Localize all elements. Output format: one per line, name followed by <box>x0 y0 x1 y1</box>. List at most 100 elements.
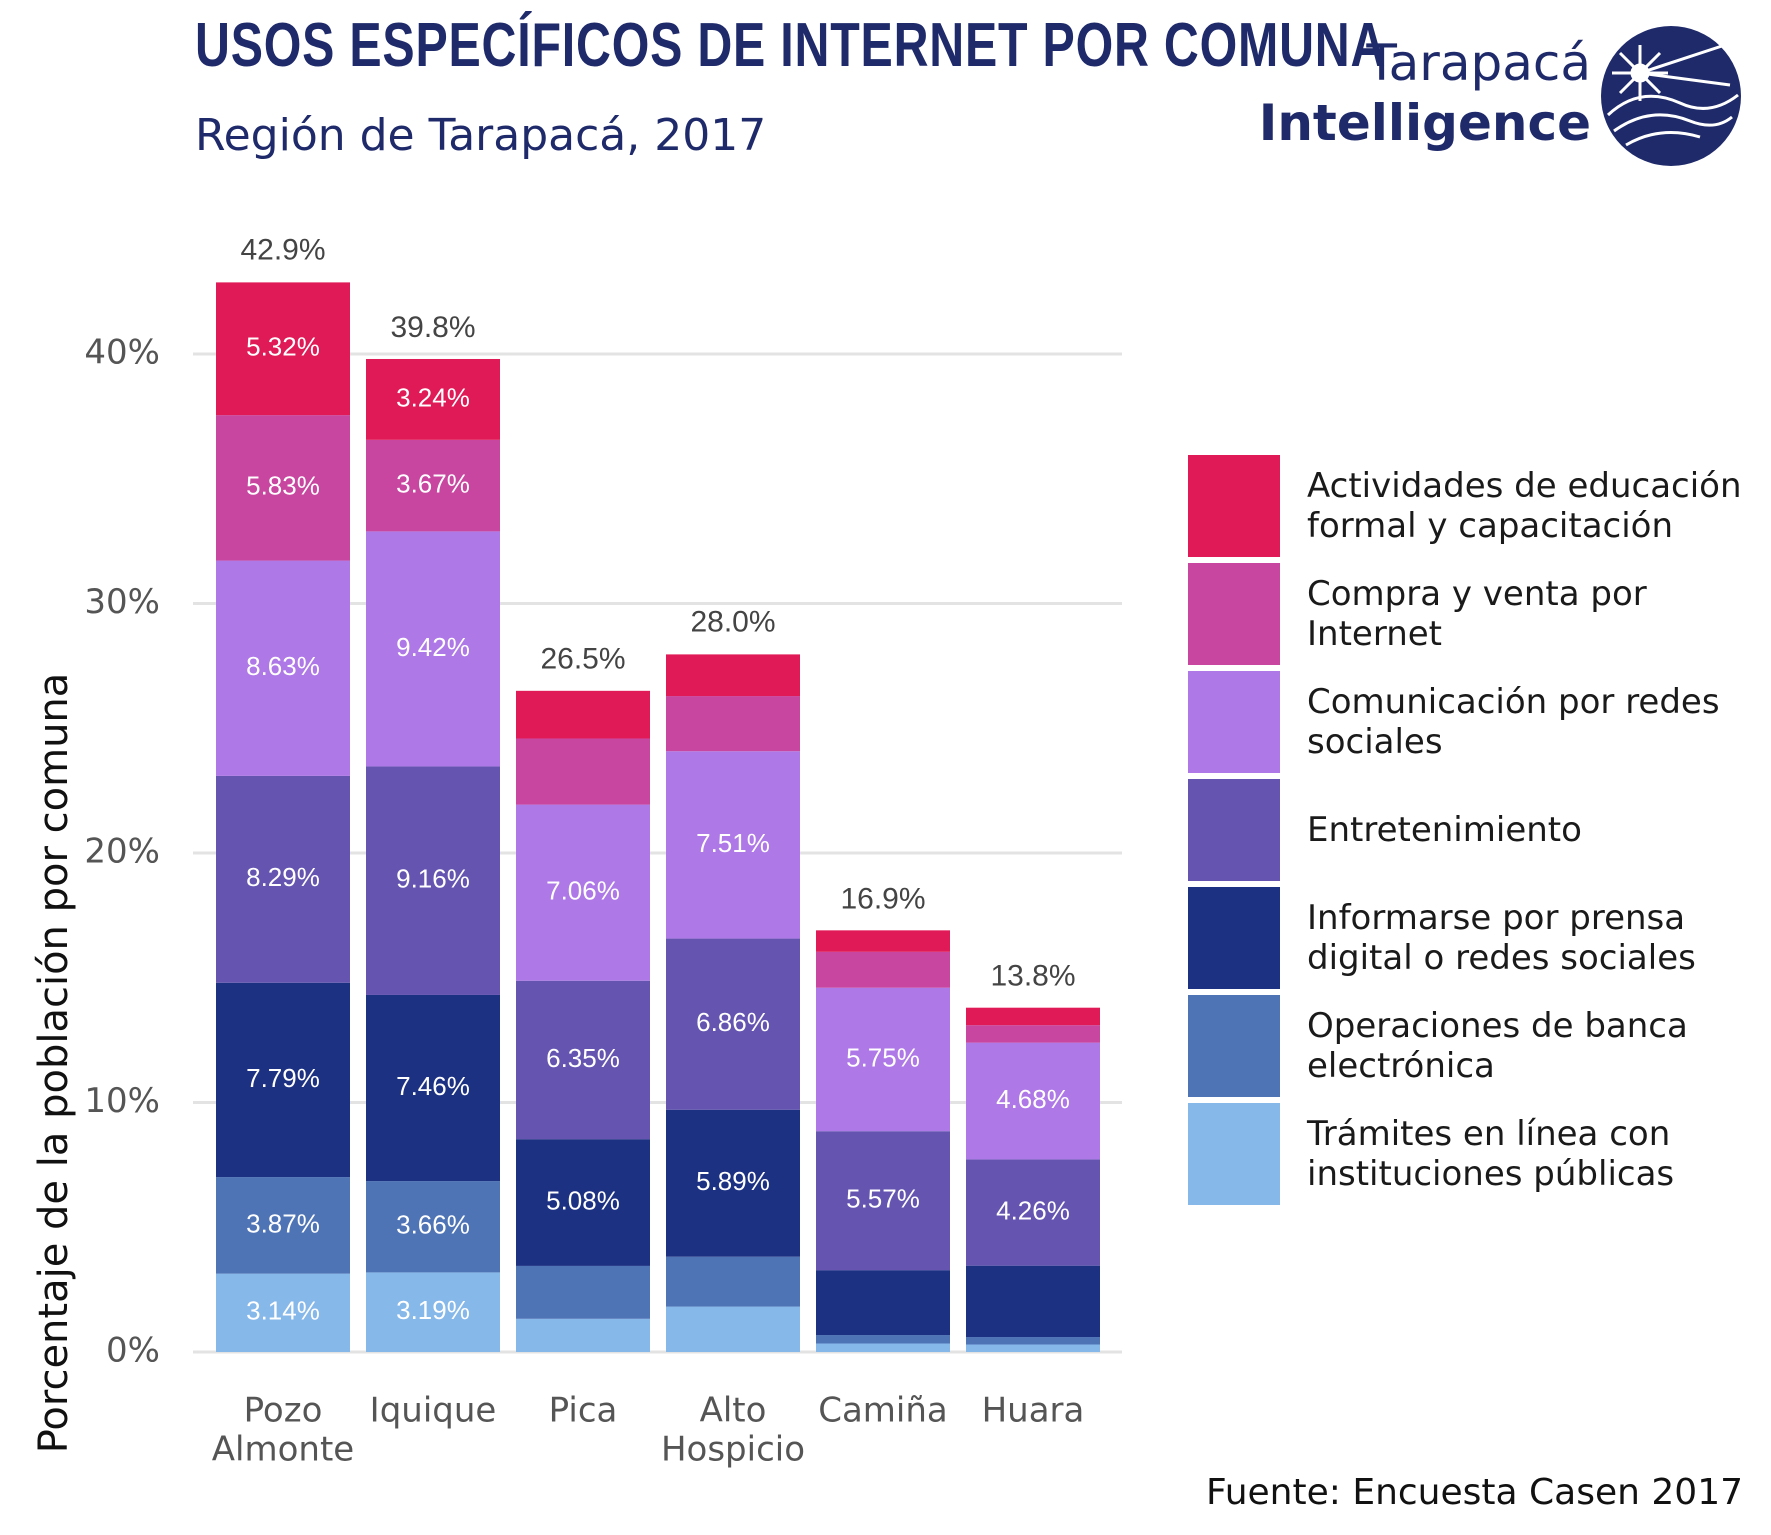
x-tick-label: Pica <box>549 1391 618 1431</box>
bar-segment <box>366 439 500 532</box>
legend-label: Actividades de educación formal y capacit… <box>1307 466 1747 546</box>
data-label: 7.46% <box>396 1071 470 1101</box>
bar-segment <box>816 930 950 952</box>
legend-label-line: digital o redes sociales <box>1307 938 1696 978</box>
bar-segment <box>516 980 650 1140</box>
bar-segment <box>816 1343 950 1352</box>
legend-label-line: electrónica <box>1307 1046 1495 1086</box>
legend-swatch <box>1188 1103 1280 1205</box>
legend-item: Compra y venta por Internet <box>1188 560 1758 668</box>
legend-label: Entretenimiento <box>1307 810 1747 850</box>
data-label: 4.68% <box>996 1084 1070 1114</box>
brand-line-1: Tarapacá <box>1366 34 1591 92</box>
bar-segment <box>816 1131 950 1271</box>
data-label: 3.14% <box>246 1296 320 1326</box>
total-label: 16.9% <box>840 882 925 915</box>
bar-segment <box>366 994 500 1182</box>
legend-label-line: Trámites en línea con <box>1307 1114 1671 1154</box>
y-tick-label: 10% <box>84 1081 160 1121</box>
compass-globe-icon <box>1601 26 1741 166</box>
data-label: 3.66% <box>396 1210 470 1240</box>
x-tick-label: Almonte <box>212 1430 354 1470</box>
bar-segment <box>516 1139 650 1266</box>
y-tick-label: 40% <box>84 333 160 373</box>
data-label: 9.16% <box>396 864 470 894</box>
legend-swatch <box>1188 455 1280 557</box>
bar-segment <box>516 1318 650 1352</box>
bar-segment <box>216 282 350 416</box>
x-tick-label: Camiña <box>818 1391 948 1431</box>
legend-label: Operaciones de banca electrónica <box>1307 1006 1747 1086</box>
legend-swatch <box>1188 563 1280 665</box>
data-label: 3.67% <box>396 468 470 498</box>
x-tick-label: Alto <box>700 1391 767 1431</box>
legend-swatch <box>1188 671 1280 773</box>
bar-segment <box>966 1344 1100 1352</box>
x-tick-label: Pozo <box>244 1391 323 1431</box>
bar-segment <box>366 531 500 767</box>
legend-swatch <box>1188 887 1280 989</box>
y-tick-label: 0% <box>106 1331 160 1371</box>
legend-item: Entretenimiento <box>1188 776 1758 884</box>
total-label: 13.8% <box>990 960 1075 993</box>
bar-segment <box>216 1177 350 1274</box>
bar-segment <box>816 1335 950 1344</box>
brand-wordmark: Tarapacá Intelligence <box>1259 32 1591 152</box>
bar-segment <box>966 1025 1100 1043</box>
legend-label-line: Actividades de educación <box>1307 466 1742 506</box>
data-label: 7.06% <box>546 876 620 906</box>
data-label: 9.42% <box>396 632 470 662</box>
legend-label: Informarse por prensa digital o redes soc… <box>1307 898 1747 978</box>
bar-segment <box>216 560 350 776</box>
bar-segment <box>216 982 350 1178</box>
data-label: 5.32% <box>246 332 320 362</box>
bar-segment <box>216 775 350 983</box>
bar-segment <box>516 1265 650 1319</box>
total-labels: 42.9% 39.8% 26.5% 28.0% 16.9% 13.8% <box>240 234 1075 993</box>
bar-segment <box>816 951 950 988</box>
bar-segment <box>366 1272 500 1352</box>
bar-segment <box>816 1270 950 1336</box>
legend-label: Comunicación por redes sociales <box>1307 682 1747 762</box>
x-tick-label: Iquique <box>370 1391 497 1431</box>
y-axis-ticks: 0% 10% 20% 30% 40% <box>84 333 160 1371</box>
bar-segment <box>966 1159 1100 1266</box>
data-label: 5.75% <box>846 1042 920 1072</box>
total-label: 28.0% <box>690 605 775 638</box>
bar-segment <box>666 1256 800 1307</box>
data-label: 8.29% <box>246 862 320 892</box>
data-label: 7.51% <box>696 828 770 858</box>
data-label: 6.86% <box>696 1007 770 1037</box>
legend-item: Actividades de educación formal y capacit… <box>1188 452 1758 560</box>
data-label: 3.19% <box>396 1295 470 1325</box>
legend-label-line: instituciones públicas <box>1307 1154 1675 1194</box>
legend-label-line: sociales <box>1307 722 1443 762</box>
chart-subtitle: Región de Tarapacá, 2017 <box>195 110 767 161</box>
source-note: Fuente: Encuesta Casen 2017 <box>1205 1472 1743 1513</box>
bar-segment <box>216 1273 350 1352</box>
bar-segment <box>666 938 800 1110</box>
legend: Actividades de educación formal y capacit… <box>1188 452 1758 1208</box>
legend-label-line: Operaciones de banca <box>1307 1006 1688 1046</box>
bar-segment <box>516 804 650 981</box>
bar-segment <box>666 1109 800 1257</box>
legend-item: Operaciones de banca electrónica <box>1188 992 1758 1100</box>
x-tick-label: Hospicio <box>661 1430 805 1470</box>
bar-segment <box>966 1042 1100 1160</box>
legend-label-line: Informarse por prensa <box>1307 898 1686 938</box>
bar-segment <box>966 1007 1100 1026</box>
legend-item: Informarse por prensa digital o redes soc… <box>1188 884 1758 992</box>
data-label: 5.08% <box>546 1185 620 1215</box>
bar-segment <box>816 987 950 1132</box>
legend-label: Compra y venta por Internet <box>1307 574 1747 654</box>
total-label: 39.8% <box>390 311 475 344</box>
bar-segment <box>216 415 350 561</box>
bar-segment <box>966 1265 1100 1338</box>
legend-item: Trámites en línea con instituciones públi… <box>1188 1100 1758 1208</box>
data-label: 5.89% <box>696 1166 770 1196</box>
legend-label: Trámites en línea con instituciones públi… <box>1307 1114 1747 1194</box>
legend-item: Comunicación por redes sociales <box>1188 668 1758 776</box>
data-label: 7.79% <box>246 1063 320 1093</box>
legend-swatch <box>1188 779 1280 881</box>
brand-line-2: Intelligence <box>1258 94 1591 152</box>
